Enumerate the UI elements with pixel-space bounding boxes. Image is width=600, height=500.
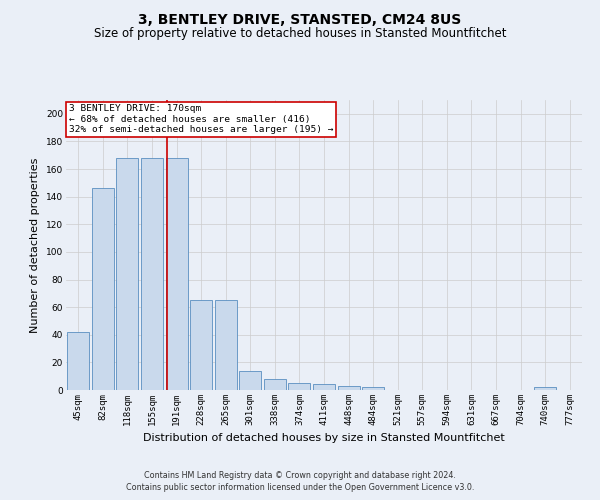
Bar bbox=[166, 158, 188, 390]
Bar bbox=[362, 387, 384, 390]
X-axis label: Distribution of detached houses by size in Stansted Mountfitchet: Distribution of detached houses by size … bbox=[143, 434, 505, 444]
Bar bbox=[264, 379, 286, 390]
Bar bbox=[190, 300, 212, 390]
Bar bbox=[313, 384, 335, 390]
Bar bbox=[289, 383, 310, 390]
Bar bbox=[116, 158, 139, 390]
Text: Size of property relative to detached houses in Stansted Mountfitchet: Size of property relative to detached ho… bbox=[94, 28, 506, 40]
Bar bbox=[215, 300, 237, 390]
Text: Contains HM Land Registry data © Crown copyright and database right 2024.: Contains HM Land Registry data © Crown c… bbox=[144, 471, 456, 480]
Bar bbox=[239, 370, 262, 390]
Text: 3, BENTLEY DRIVE, STANSTED, CM24 8US: 3, BENTLEY DRIVE, STANSTED, CM24 8US bbox=[139, 12, 461, 26]
Bar bbox=[67, 332, 89, 390]
Bar bbox=[141, 158, 163, 390]
Y-axis label: Number of detached properties: Number of detached properties bbox=[31, 158, 40, 332]
Bar bbox=[338, 386, 359, 390]
Bar bbox=[534, 387, 556, 390]
Text: 3 BENTLEY DRIVE: 170sqm
← 68% of detached houses are smaller (416)
32% of semi-d: 3 BENTLEY DRIVE: 170sqm ← 68% of detache… bbox=[68, 104, 333, 134]
Bar bbox=[92, 188, 114, 390]
Text: Contains public sector information licensed under the Open Government Licence v3: Contains public sector information licen… bbox=[126, 484, 474, 492]
